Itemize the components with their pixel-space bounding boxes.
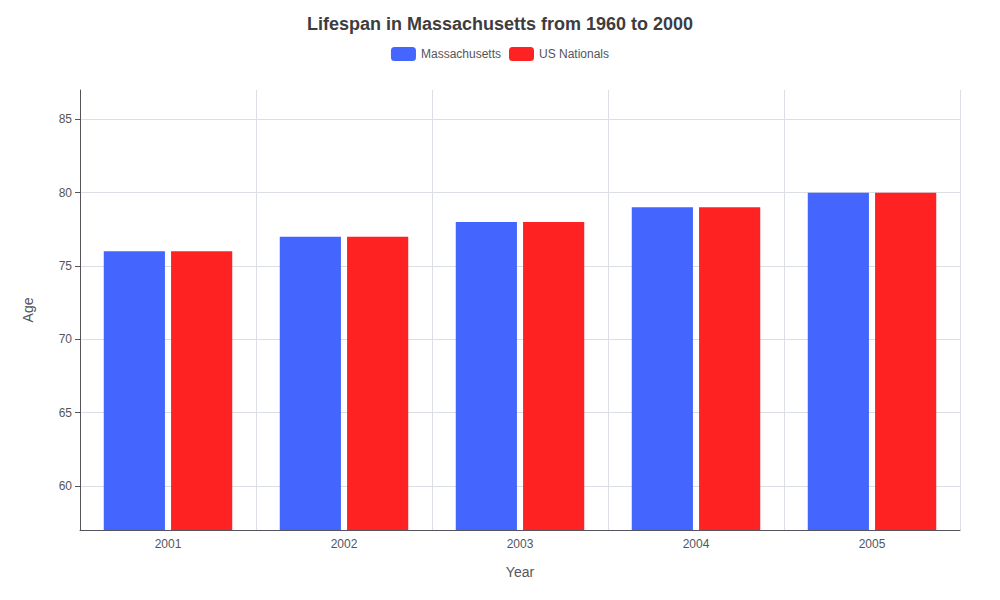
svg-text:75: 75: [59, 259, 73, 273]
svg-text:2001: 2001: [155, 537, 182, 551]
svg-text:2003: 2003: [507, 537, 534, 551]
svg-text:70: 70: [59, 332, 73, 346]
svg-text:Lifespan in Massachusetts from: Lifespan in Massachusetts from 1960 to 2…: [307, 14, 693, 34]
svg-text:Year: Year: [506, 564, 535, 580]
svg-text:2005: 2005: [859, 537, 886, 551]
svg-text:US Nationals: US Nationals: [539, 47, 609, 61]
svg-text:80: 80: [59, 186, 73, 200]
svg-text:65: 65: [59, 406, 73, 420]
svg-text:Massachusetts: Massachusetts: [421, 47, 501, 61]
svg-text:60: 60: [59, 479, 73, 493]
svg-text:85: 85: [59, 112, 73, 126]
svg-text:2004: 2004: [683, 537, 710, 551]
svg-text:2002: 2002: [331, 537, 358, 551]
svg-text:Age: Age: [20, 297, 36, 322]
